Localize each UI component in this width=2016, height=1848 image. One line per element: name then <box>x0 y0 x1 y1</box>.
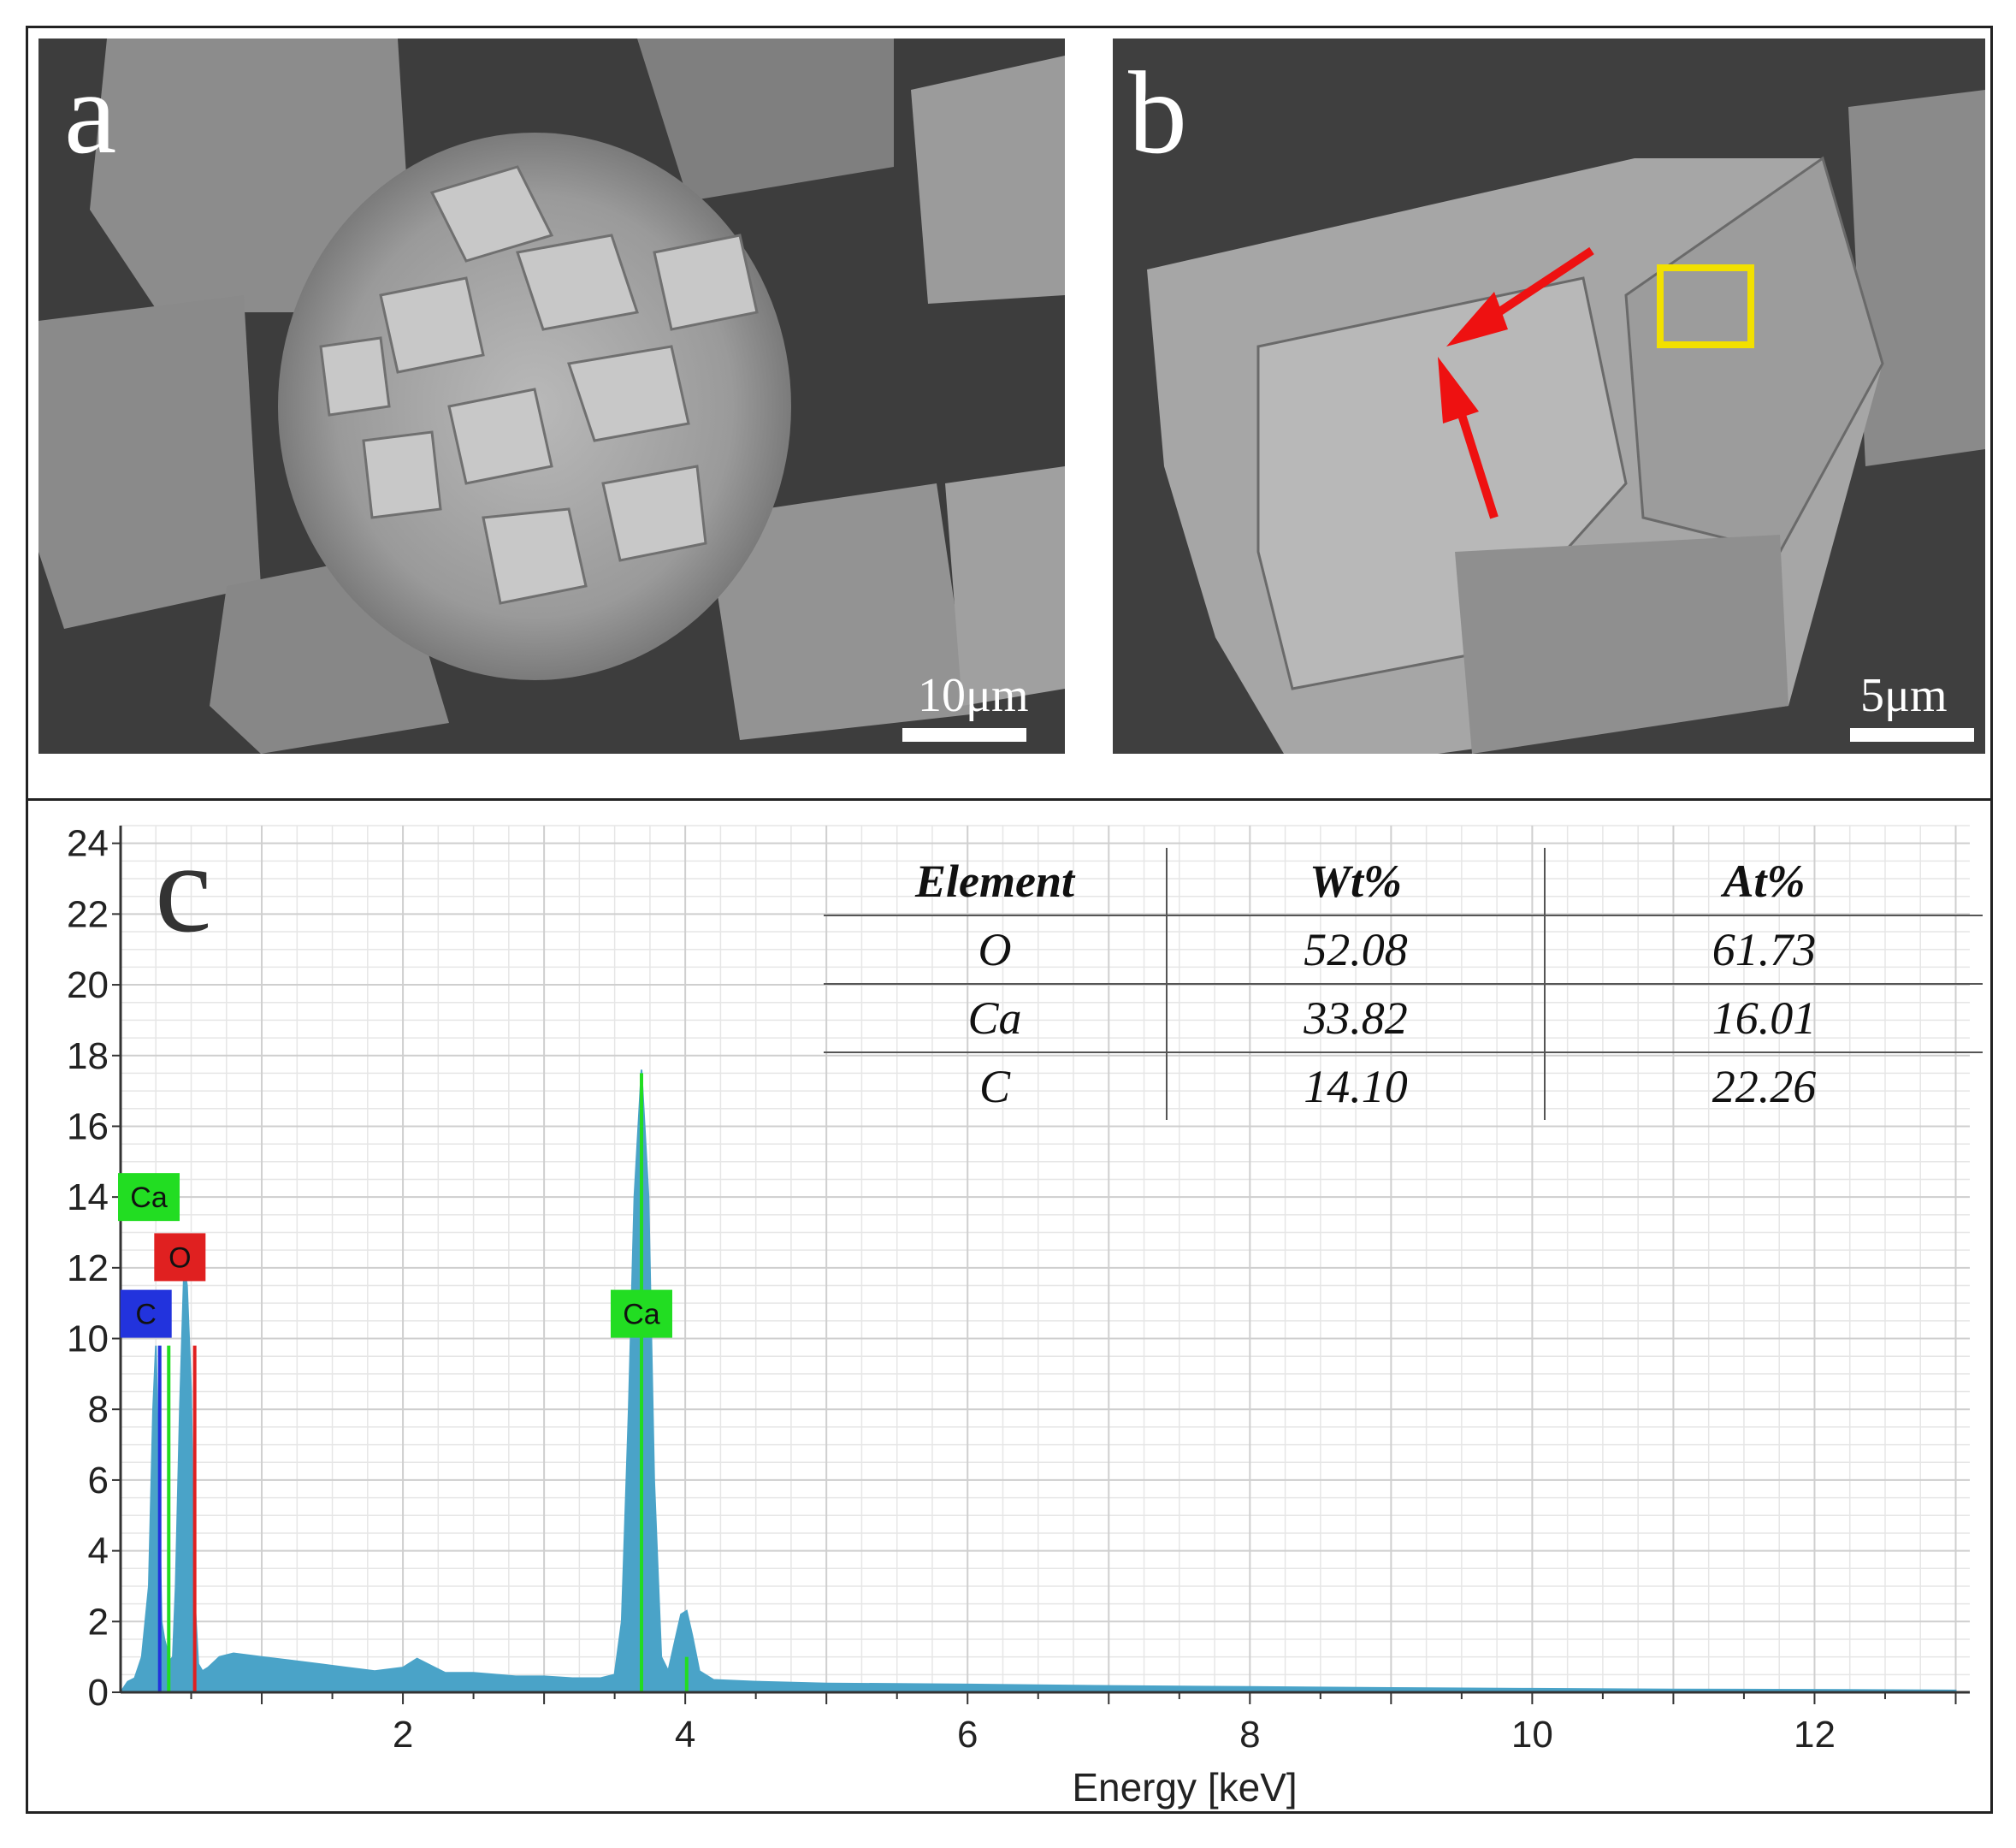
peak-label-box <box>118 1173 180 1222</box>
table-header-row: Element Wt% At% <box>824 848 1983 916</box>
y-tick-label: 6 <box>88 1460 109 1502</box>
table-cell: 22.26 <box>1544 1051 1983 1120</box>
y-tick-label: 22 <box>67 893 109 935</box>
x-tick-label: 6 <box>957 1714 978 1756</box>
y-tick-label: 0 <box>88 1672 109 1714</box>
peak-label-c: C <box>135 1299 157 1331</box>
y-tick-label: 14 <box>67 1176 109 1218</box>
figure-frame: a 10μm b 5μm <box>26 26 1993 1814</box>
scale-bar-a <box>902 728 1026 742</box>
table-row: O 52.08 61.73 <box>824 915 1983 985</box>
peak-label-box <box>120 1289 172 1338</box>
table-header-element: Element <box>824 848 1168 916</box>
table-row: C 14.10 22.26 <box>824 1051 1983 1120</box>
x-tick-label: 12 <box>1794 1714 1836 1756</box>
region-of-interest-box <box>1657 264 1754 348</box>
panel-label-a: a <box>64 47 117 178</box>
x-axis-label: Energy [keV] <box>1072 1765 1297 1810</box>
crystal-closeup-illustration <box>1113 38 1985 754</box>
scale-bar-label-b: 5μm <box>1860 669 1948 722</box>
x-tick-label: 8 <box>1239 1714 1260 1756</box>
table-cell: 52.08 <box>1166 915 1546 985</box>
y-tick-label: 18 <box>67 1035 109 1077</box>
y-tick-label: 2 <box>88 1601 109 1643</box>
crystal-cluster-illustration <box>38 38 1065 754</box>
element-composition-table: Element Wt% At% O 52.08 61.73 Ca 33.82 1… <box>824 848 1983 1120</box>
peak-label-o: O <box>168 1241 191 1274</box>
table-cell: 33.82 <box>1166 983 1546 1053</box>
x-tick-label: 10 <box>1511 1714 1553 1756</box>
scale-bar-label-a: 10μm <box>918 669 1029 722</box>
table-cell: 61.73 <box>1544 915 1983 985</box>
y-tick-label: 4 <box>88 1531 109 1573</box>
panel-label-b: b <box>1128 47 1187 178</box>
table-cell: C <box>824 1051 1168 1120</box>
table-cell: 16.01 <box>1544 983 1983 1053</box>
table-cell: 14.10 <box>1166 1051 1546 1120</box>
y-tick-label: 12 <box>67 1247 109 1289</box>
peak-label-ca: Ca <box>130 1182 168 1214</box>
y-tick-label: 24 <box>67 823 109 865</box>
peak-marker-layer <box>157 1073 689 1692</box>
eds-panel-c <box>28 798 1990 1816</box>
peak-label-box <box>610 1289 672 1338</box>
table-row: Ca 33.82 16.01 <box>824 983 1983 1053</box>
peak-label-box <box>154 1233 206 1282</box>
x-tick-label: 2 <box>393 1714 413 1756</box>
peak-label-ca: Ca <box>623 1299 660 1331</box>
x-tick-label: 4 <box>675 1714 695 1756</box>
scale-bar-b <box>1850 728 1974 742</box>
y-tick-label: 20 <box>67 964 109 1006</box>
table-cell: Ca <box>824 983 1168 1053</box>
panel-label-c: c <box>155 817 212 959</box>
table-header-wt: Wt% <box>1166 848 1546 916</box>
red-arrow <box>1446 246 1594 346</box>
y-tick-label: 8 <box>88 1389 109 1430</box>
sem-image-a: a 10μm <box>38 38 1065 754</box>
y-tick-label: 10 <box>67 1318 109 1360</box>
red-arrow <box>1438 357 1499 519</box>
table-header-at: At% <box>1544 848 1983 916</box>
y-tick-label: 16 <box>67 1105 109 1147</box>
table-cell: O <box>824 915 1168 985</box>
sem-image-b: b 5μm <box>1113 38 1985 754</box>
